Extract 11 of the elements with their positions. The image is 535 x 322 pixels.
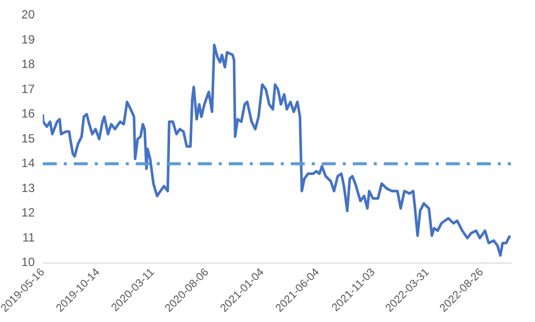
y-tick-label: 15 (21, 131, 36, 146)
y-tick-label: 14 (21, 156, 36, 170)
y-tick-label: 16 (21, 106, 36, 121)
y-tick-label: 12 (21, 206, 36, 220)
y-tick-label: 10 (21, 255, 36, 270)
y-tick-label: 13 (21, 180, 36, 195)
y-tick-label: 11 (22, 230, 36, 244)
y-tick-label: 17 (21, 82, 36, 96)
y-tick-label: 20 (21, 8, 36, 22)
y-tick-label: 18 (21, 57, 36, 72)
y-tick-label: 19 (21, 32, 36, 46)
